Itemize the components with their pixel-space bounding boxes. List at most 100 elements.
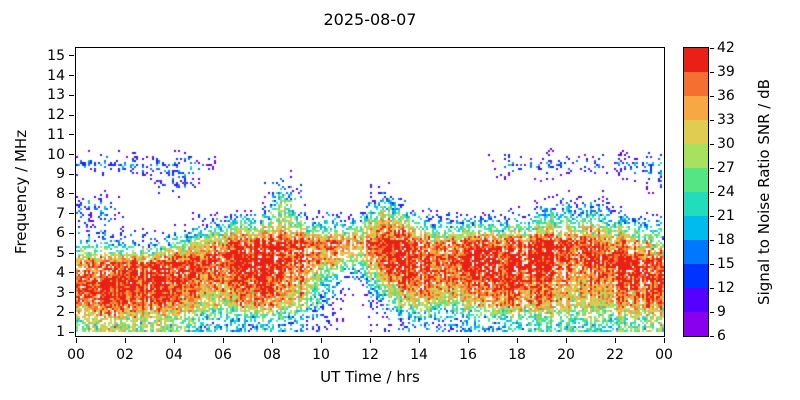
x-tick-label: 00 (655, 347, 673, 363)
y-tick-mark (69, 311, 74, 313)
colorbar-tick-mark (710, 287, 714, 289)
colorbar-segment (684, 96, 708, 120)
colorbar-tick-label: 36 (717, 88, 735, 104)
colorbar-tick-label: 24 (717, 184, 735, 200)
x-tick-label: 00 (67, 347, 85, 363)
colorbar-label: Signal to Noise Ratio SNR / dB (755, 79, 773, 305)
colorbar-segment (684, 120, 708, 144)
colorbar-tick-mark (710, 311, 714, 313)
y-tick-mark (69, 232, 74, 234)
colorbar-tick-label: 42 (717, 40, 735, 56)
y-tick-mark (69, 75, 74, 77)
y-tick-label: 8 (56, 185, 65, 202)
x-tick-mark (467, 338, 469, 343)
colorbar-tick-label: 21 (717, 208, 735, 224)
y-tick-label: 12 (47, 107, 65, 124)
y-tick-label: 1 (56, 324, 65, 341)
x-tick-label: 16 (459, 347, 477, 363)
colorbar-segment (684, 168, 708, 192)
colorbar-tick-mark (710, 71, 714, 73)
colorbar-tick-label: 6 (717, 328, 726, 344)
colorbar-tick-mark (710, 95, 714, 97)
colorbar-tick-label: 15 (717, 256, 735, 272)
y-tick-mark (69, 272, 74, 274)
colorbar-tick-label: 12 (717, 280, 735, 296)
colorbar-segment (684, 216, 708, 240)
colorbar-tick-mark (710, 215, 714, 217)
colorbar-tick-label: 30 (717, 136, 735, 152)
y-tick-mark (69, 55, 74, 57)
colorbar-segment (684, 48, 708, 72)
x-tick-label: 20 (557, 347, 575, 363)
colorbar-tick-mark (710, 47, 714, 49)
y-tick-label: 6 (56, 225, 65, 242)
colorbar-tick-mark (710, 191, 714, 193)
x-tick-mark (418, 338, 420, 343)
colorbar-tick-label: 18 (717, 232, 735, 248)
y-tick-mark (69, 193, 74, 195)
x-tick-mark (663, 338, 665, 343)
colorbar-tick-label: 39 (717, 64, 735, 80)
heatmap-canvas (76, 48, 664, 336)
y-tick-label: 10 (47, 146, 65, 163)
colorbar-tick-label: 33 (717, 112, 735, 128)
y-tick-label: 5 (56, 245, 65, 262)
x-tick-mark (124, 338, 126, 343)
y-tick-mark (69, 292, 74, 294)
x-tick-label: 22 (606, 347, 624, 363)
x-tick-label: 02 (116, 347, 134, 363)
colorbar-segment (684, 264, 708, 288)
x-tick-mark (369, 338, 371, 343)
x-tick-mark (75, 338, 77, 343)
x-tick-mark (222, 338, 224, 343)
colorbar-tick-mark (710, 263, 714, 265)
colorbar-tick-mark (710, 335, 714, 337)
y-tick-mark (69, 94, 74, 96)
x-tick-mark (173, 338, 175, 343)
chart-title: 2025-08-07 (323, 10, 417, 29)
x-tick-mark (271, 338, 273, 343)
colorbar-tick-mark (710, 239, 714, 241)
x-tick-label: 18 (508, 347, 526, 363)
x-tick-mark (320, 338, 322, 343)
y-tick-mark (69, 213, 74, 215)
colorbar-segment (684, 288, 708, 312)
colorbar-segment (684, 72, 708, 96)
colorbar-segment (684, 144, 708, 168)
y-tick-label: 14 (47, 67, 65, 84)
y-tick-mark (69, 331, 74, 333)
colorbar-tick-mark (710, 143, 714, 145)
y-tick-label: 13 (47, 87, 65, 104)
y-tick-label: 15 (47, 47, 65, 64)
colorbar-segment (684, 192, 708, 216)
y-tick-label: 9 (56, 166, 65, 183)
y-tick-mark (69, 154, 74, 156)
y-tick-label: 2 (56, 304, 65, 321)
colorbar-segment (684, 312, 708, 336)
plot-area (75, 47, 665, 337)
x-tick-label: 10 (312, 347, 330, 363)
y-tick-label: 7 (56, 205, 65, 222)
colorbar-segment (684, 240, 708, 264)
y-tick-mark (69, 114, 74, 116)
y-tick-label: 4 (56, 264, 65, 281)
y-tick-mark (69, 134, 74, 136)
y-tick-mark (69, 252, 74, 254)
x-tick-label: 14 (410, 347, 428, 363)
y-tick-label: 3 (56, 284, 65, 301)
x-axis-label: UT Time / hrs (320, 368, 420, 386)
y-axis-label: Frequency / MHz (12, 129, 30, 255)
colorbar-tick-label: 9 (717, 304, 726, 320)
x-tick-label: 08 (263, 347, 281, 363)
x-tick-label: 06 (214, 347, 232, 363)
y-tick-label: 11 (47, 126, 65, 143)
x-tick-mark (516, 338, 518, 343)
colorbar-tick-label: 27 (717, 160, 735, 176)
x-tick-label: 04 (165, 347, 183, 363)
colorbar (683, 47, 709, 337)
y-tick-mark (69, 173, 74, 175)
colorbar-tick-mark (710, 119, 714, 121)
x-tick-mark (614, 338, 616, 343)
x-tick-label: 12 (361, 347, 379, 363)
